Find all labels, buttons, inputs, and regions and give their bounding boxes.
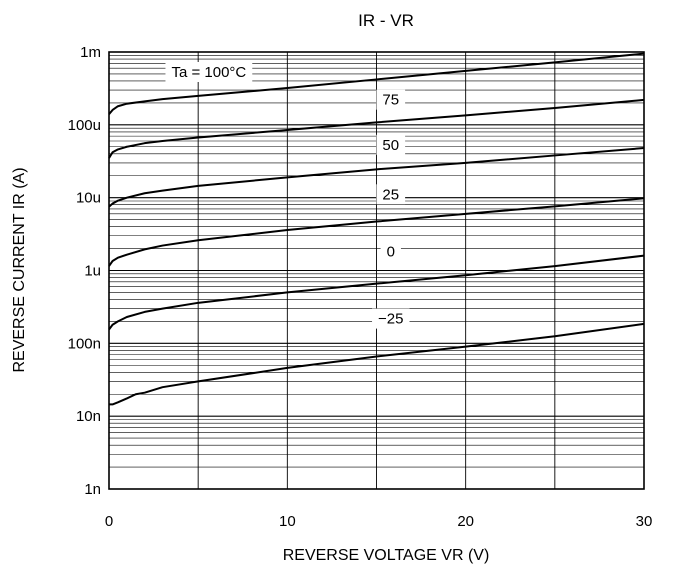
series-line [108, 254, 645, 331]
series-label-text: 50 [382, 137, 399, 154]
x-tick-labels: 0 10 20 30 [105, 513, 653, 530]
series-label: Ta = 100°C [165, 62, 253, 82]
x-axis-label: REVERSE VOLTAGE VR (V) [283, 547, 490, 564]
series-label-text: 0 [387, 243, 395, 260]
curve-labels: Ta = 100°C 75 50 25 0 −25 [165, 62, 410, 329]
curves [108, 52, 645, 406]
series-label-background [165, 62, 253, 82]
grid [109, 52, 644, 489]
series-label-text: 25 [382, 186, 399, 203]
series-label-background [380, 241, 401, 262]
x-tick-label: 0 [105, 513, 113, 530]
series-label-background [376, 184, 406, 205]
y-tick-label: 100n [68, 335, 101, 352]
y-tick-label: 10u [76, 190, 101, 207]
y-axis-label: REVERSE CURRENT IR (A) [11, 167, 28, 372]
y-tick-labels: 1n 10n 100n 1u 10u 100u 1m [68, 44, 101, 498]
x-tick-label: 10 [279, 513, 296, 530]
x-tick-label: 20 [457, 513, 474, 530]
series-line [108, 147, 645, 208]
series-line [108, 98, 645, 159]
y-tick-label: 100u [68, 117, 101, 134]
series-label-text: Ta = 100°C [171, 64, 246, 81]
series-label-text: 75 [382, 92, 399, 109]
y-tick-label: 1n [84, 481, 101, 498]
y-tick-label: 1u [84, 263, 101, 280]
chart-title: IR - VR [358, 11, 414, 30]
series-label-background [372, 308, 410, 329]
series-line [108, 197, 645, 267]
series-label: −25 [372, 308, 410, 329]
series-line [109, 322, 645, 406]
series-label: 75 [376, 89, 406, 110]
series-label: 25 [376, 184, 406, 205]
y-tick-label: 10n [76, 408, 101, 425]
series-label: 0 [380, 241, 401, 262]
x-tick-label: 30 [636, 513, 653, 530]
y-tick-label: 1m [80, 44, 101, 61]
series-label: 50 [376, 134, 406, 155]
series-label-text: −25 [378, 311, 403, 328]
series-label-background [376, 89, 406, 110]
series-line [108, 52, 645, 115]
plot-frame [108, 51, 645, 490]
series-label-background [376, 134, 406, 155]
